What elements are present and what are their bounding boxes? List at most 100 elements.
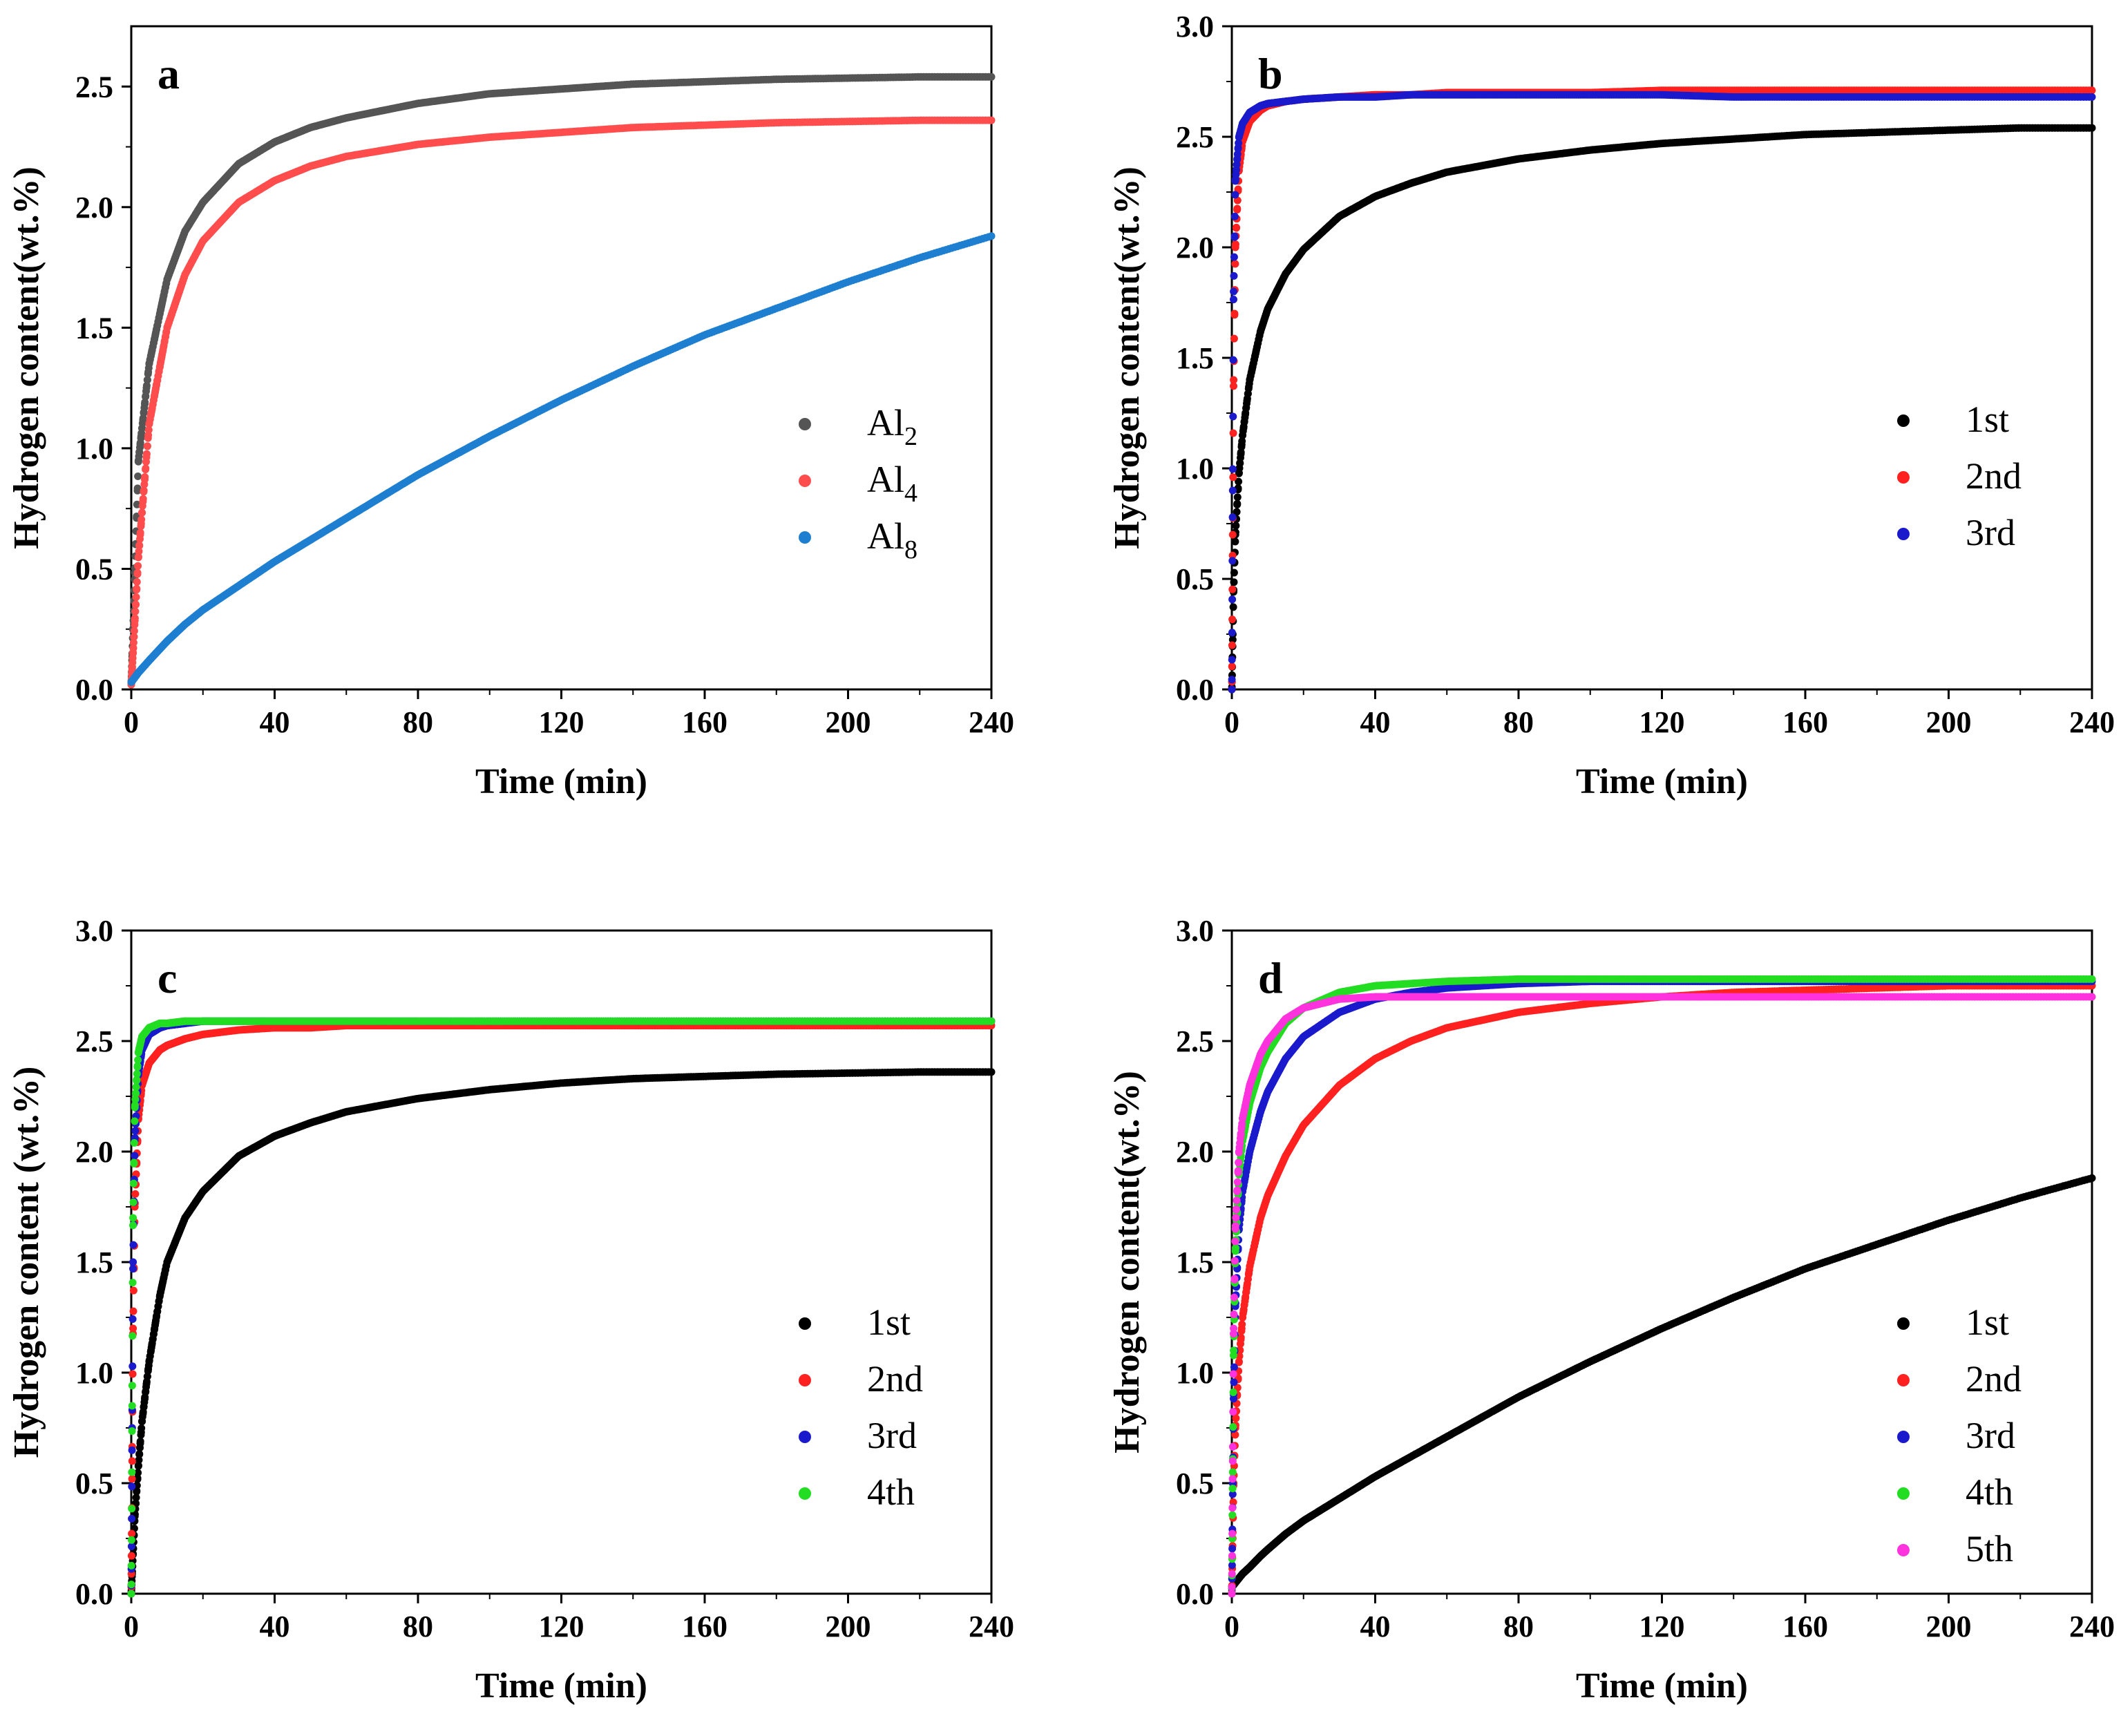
x-axis-title: Time (min) [475, 762, 647, 801]
y-tick-label: 0.5 [75, 1467, 113, 1500]
y-tick-label: 0.5 [1176, 562, 1214, 596]
panel-letter: a [158, 49, 180, 98]
data-point [135, 541, 144, 549]
x-tick-label: 200 [1926, 705, 1972, 739]
data-point [130, 633, 138, 641]
data-point [129, 1265, 137, 1273]
x-tick-label: 0 [1224, 705, 1239, 739]
data-point [144, 426, 153, 434]
legend-label: 1st [867, 1301, 911, 1343]
data-point [1228, 585, 1237, 593]
x-tick-label: 80 [403, 1610, 433, 1643]
data-point [128, 1475, 136, 1483]
data-point [134, 553, 142, 561]
data-point [128, 1457, 136, 1465]
data-point [134, 562, 142, 570]
y-tick-label: 1.5 [75, 1246, 113, 1279]
y-tick-label: 3.0 [1176, 10, 1214, 44]
data-point [2088, 124, 2096, 132]
series-3rd [1228, 90, 2096, 694]
legend-item-1st: 1st [799, 1301, 911, 1343]
data-point [133, 569, 142, 577]
data-point [987, 116, 996, 124]
data-point [1228, 641, 1236, 649]
panel-letter: c [158, 953, 177, 1002]
data-point [1231, 537, 1239, 546]
y-tick-label: 0.0 [1176, 673, 1214, 707]
data-point [140, 486, 148, 495]
data-point [1228, 629, 1236, 637]
x-tick-label: 80 [1503, 705, 1534, 739]
data-point [1230, 253, 1238, 261]
data-point [1229, 603, 1237, 611]
data-point [1230, 232, 1239, 240]
data-point [138, 508, 146, 517]
data-point [131, 1190, 140, 1198]
data-point [133, 484, 142, 493]
data-point [1229, 429, 1237, 437]
y-axis-title: Hydrogen content(wt.%) [1107, 166, 1147, 549]
data-point [141, 398, 149, 406]
data-point [1233, 204, 1242, 213]
data-point [131, 1152, 139, 1160]
series-1st [127, 1068, 996, 1598]
y-tick-label: 1.0 [75, 1356, 113, 1390]
panel-b: 0 40 80 120 160 200 2400.00.51.01.52.02.53.0Ti… [1107, 10, 2115, 801]
legend-subscript: 4 [904, 479, 917, 508]
data-point [142, 464, 150, 473]
data-point [1230, 296, 1237, 303]
legend-label: 2nd [1966, 455, 2022, 497]
data-point [128, 1446, 136, 1454]
data-point [129, 644, 137, 652]
x-tick-label: 160 [1782, 705, 1828, 739]
data-point [2088, 93, 2096, 101]
data-point [137, 1424, 146, 1432]
data-point [1233, 499, 1242, 508]
y-tick-label: 1.0 [75, 432, 113, 466]
series-Al2 [127, 73, 996, 689]
legend-marker [799, 1317, 811, 1330]
data-point [131, 607, 140, 616]
data-point [1229, 412, 1237, 421]
legend-label: 1st [1966, 399, 2009, 440]
legend-label: Al8 [867, 515, 917, 564]
data-point [1230, 334, 1238, 343]
data-point [139, 495, 147, 503]
legend-marker [799, 418, 811, 430]
x-tick-label: 120 [539, 705, 584, 739]
data-point [131, 614, 139, 622]
data-point [1232, 522, 1240, 530]
data-point [129, 1370, 137, 1378]
series-Al8 [127, 232, 996, 686]
x-tick-label: 240 [969, 1610, 1014, 1643]
data-point [129, 1241, 137, 1249]
data-point [1230, 569, 1238, 577]
y-tick-label: 0.0 [75, 673, 113, 707]
data-point [1228, 557, 1237, 565]
data-point [1228, 662, 1236, 671]
x-tick-label: 200 [826, 1610, 871, 1643]
plot-frame [130, 25, 993, 691]
legend-item-Al4: Al4 [799, 459, 917, 508]
legend-marker [1897, 414, 1910, 427]
legend-label: 2nd [867, 1358, 923, 1400]
data-point [1233, 223, 1240, 231]
data-point [1228, 616, 1237, 624]
data-point [1230, 271, 1238, 280]
x-axis-title: Time (min) [475, 1666, 647, 1706]
data-point [1228, 486, 1237, 495]
data-point [129, 1258, 137, 1266]
data-point [129, 1324, 137, 1333]
data-point [1228, 685, 1236, 694]
data-point [134, 473, 142, 480]
data-point [1228, 595, 1237, 604]
panel-letter: b [1258, 49, 1283, 98]
legend-marker [1897, 528, 1910, 540]
data-point [987, 232, 996, 240]
data-point [1228, 676, 1236, 684]
x-tick-label: 40 [260, 1610, 290, 1643]
data-point [130, 627, 138, 635]
y-tick-label: 2.5 [75, 1024, 113, 1058]
legend-item-3rd: 3rd [1897, 512, 2015, 553]
data-point [141, 473, 149, 481]
